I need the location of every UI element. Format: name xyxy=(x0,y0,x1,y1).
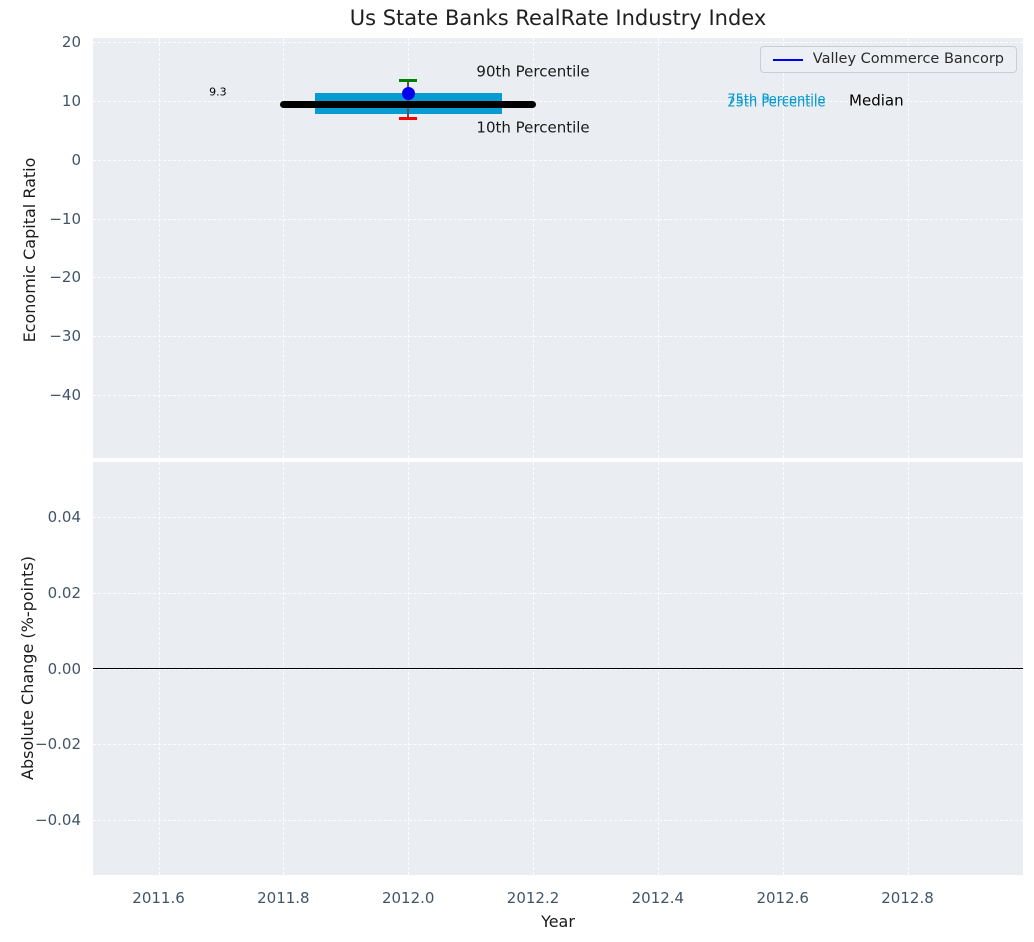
y-gridline xyxy=(93,336,1023,338)
y-gridline xyxy=(93,100,1023,102)
y-tick-label: −0.02 xyxy=(35,735,81,754)
y-tick-label: 0.02 xyxy=(47,583,81,602)
y-gridline xyxy=(93,517,1023,519)
errorbar-cap-90th xyxy=(399,78,418,82)
zero-line xyxy=(93,667,1023,670)
x-gridline xyxy=(657,38,659,458)
y-tick-label: −10 xyxy=(49,209,81,228)
x-tick-label: 2012.4 xyxy=(631,889,685,907)
y-gridline xyxy=(93,41,1023,43)
legend-label: Valley Commerce Bancorp xyxy=(812,51,1004,68)
legend: Valley Commerce Bancorp xyxy=(759,46,1017,73)
y-tick-label: −20 xyxy=(49,268,81,287)
p10-label: 10th Percentile xyxy=(476,118,590,137)
y-tick-label: −0.04 xyxy=(35,810,81,829)
x-gridline xyxy=(782,38,784,458)
x-tick-label: 2012.0 xyxy=(381,889,435,907)
x-axis-label: Year xyxy=(541,912,575,931)
y-gridline xyxy=(93,592,1023,594)
p25-label: 25th Percentile xyxy=(727,95,826,111)
x-gridline xyxy=(533,38,535,458)
median-label: Median xyxy=(849,91,904,110)
median-value-label: 9.3 xyxy=(209,85,227,99)
legend-line-sample xyxy=(772,58,803,61)
chart-title: Us State Banks RealRate Industry Index xyxy=(349,6,767,30)
y-gridline xyxy=(93,277,1023,279)
y-gridline xyxy=(93,395,1023,397)
errorbar-cap-10th xyxy=(399,117,418,121)
y-tick-label: −40 xyxy=(49,386,81,405)
x-tick-label: 2012.6 xyxy=(756,889,809,907)
y-tick-label: −30 xyxy=(49,327,81,346)
bottom-plot-area xyxy=(93,462,1023,875)
x-tick-label: 2012.8 xyxy=(881,889,934,907)
median-line xyxy=(280,101,537,109)
top-plot-area: Valley Commerce Bancorp 9.3 90th Percenti… xyxy=(93,38,1023,458)
y-tick-label: 10 xyxy=(61,91,81,110)
p75-label: 75th Percentile xyxy=(727,92,826,108)
y-gridline xyxy=(93,159,1023,161)
x-gridline xyxy=(408,38,410,458)
y-gridline xyxy=(93,218,1023,220)
y-gridline xyxy=(93,819,1023,821)
x-gridline xyxy=(283,38,285,458)
y-tick-label: 0.04 xyxy=(47,508,81,527)
x-gridline xyxy=(907,38,909,458)
company-data-point xyxy=(401,86,415,100)
x-tick-label: 2011.6 xyxy=(132,889,185,907)
y-axis-label-top: Economic Capital Ratio xyxy=(20,157,39,343)
y-gridline xyxy=(93,744,1023,746)
y-tick-label: 0 xyxy=(71,150,81,169)
y-tick-label: 20 xyxy=(61,32,81,51)
y-tick-label: 0.00 xyxy=(47,659,81,678)
p90-label: 90th Percentile xyxy=(476,62,590,81)
x-tick-label: 2011.8 xyxy=(257,889,310,907)
x-gridline xyxy=(158,38,160,458)
x-tick-label: 2012.2 xyxy=(506,889,560,907)
